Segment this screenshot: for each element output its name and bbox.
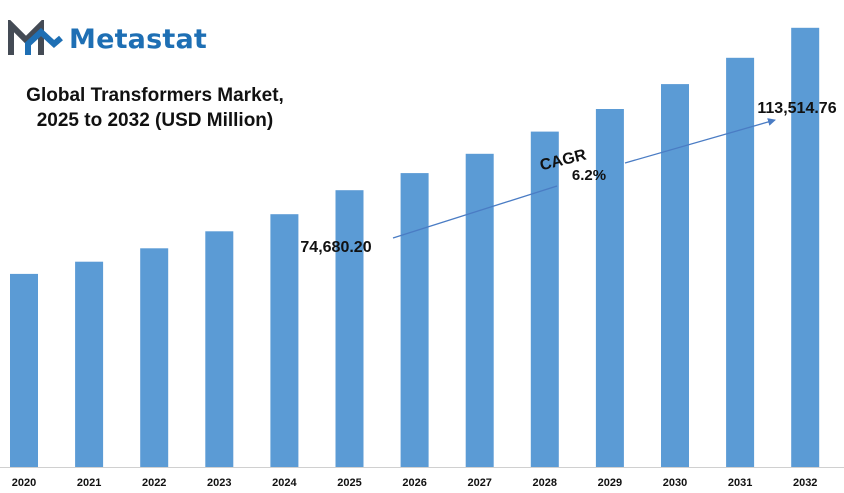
bar-2023 [205,231,234,467]
bar-2031 [726,57,755,468]
bar-2026 [400,173,429,467]
x-tick-label-2030: 2030 [663,477,687,489]
x-tick-label-2026: 2026 [402,477,426,489]
bar-2029 [595,109,624,467]
bar-2025 [335,190,364,467]
bar-2022 [140,248,169,467]
chart-title-line-2: 2025 to 2032 (USD Million) [36,110,274,131]
x-tick-label-2031: 2031 [728,477,752,489]
bar-2020 [10,273,38,467]
x-tick-label-2023: 2023 [207,477,231,489]
data-label-2025: 74,680.20 [300,239,371,256]
cagr-value: 6.2% [572,167,606,184]
x-tick-label-2022: 2022 [142,477,166,489]
bar-2027 [465,153,494,468]
x-tick-label-2020: 2020 [12,477,36,489]
bar-2028 [530,131,559,467]
bar-2021 [75,261,104,467]
bar-2030 [661,84,689,467]
x-tick-label-2025: 2025 [337,477,361,489]
bars-group [10,27,820,468]
brand-name: Metastat [69,23,208,55]
x-tick-label-2032: 2032 [793,477,817,489]
cagr-trend-line-end [624,118,776,164]
x-tick-label-2024: 2024 [272,477,297,489]
x-tick-label-2027: 2027 [467,477,491,489]
bar-2032 [791,27,820,468]
cagr-trend-line-start [392,185,558,239]
chart-title: Global Transformers Market, 2025 to 2032… [10,83,300,133]
bar-2024 [270,214,299,467]
x-tick-labels: 2020 2021 2022 2023 2024 2025 2026 2027 2028 2029… [12,477,818,489]
x-tick-label-2021: 2021 [77,477,101,489]
metastat-m-logo-icon [8,20,63,55]
data-label-2032: 113,514.76 [757,100,836,117]
chart-title-line-1: Global Transformers Market, [26,85,284,106]
brand-logo: Metastat [8,20,207,58]
x-tick-label-2029: 2029 [598,477,622,489]
x-tick-label-2028: 2028 [533,477,557,489]
